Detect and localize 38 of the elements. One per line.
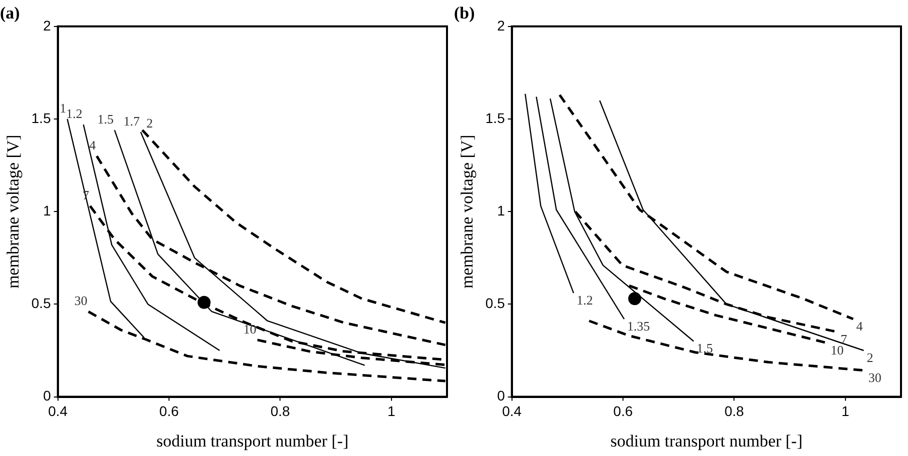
x-axis-title: sodium transport number [-] — [156, 431, 349, 450]
x-tick-label: 0.8 — [724, 403, 744, 420]
annotation: 4 — [856, 318, 864, 334]
y-axis-title: membrane voltage [V] — [458, 134, 477, 289]
annotation: 4 — [89, 137, 96, 152]
annotation: 1.5 — [696, 340, 713, 356]
y-tick-label: 1 — [497, 202, 506, 218]
annotation: 2 — [146, 116, 153, 131]
y-tick-label: 0 — [497, 388, 506, 404]
y-axis-title: membrane voltage [V] — [4, 134, 23, 289]
annotation: 1 — [60, 100, 66, 116]
x-tick-label: 0.6 — [159, 403, 179, 420]
y-tick-label: 0 — [43, 388, 52, 404]
x-tick-label: 0.4 — [502, 403, 522, 420]
annotation: 1.7 — [123, 113, 140, 128]
x-tick-label: 0.4 — [48, 403, 68, 420]
y-tick-label: 1.5 — [31, 110, 52, 126]
x-axis-title: sodium transport number [-] — [610, 431, 803, 450]
annotation: 2 — [866, 350, 874, 365]
chart-title: (a) — [0, 4, 20, 23]
y-tick-label: 2 — [43, 17, 52, 34]
annotation: 30 — [868, 370, 882, 385]
x-tick-label: 0.6 — [613, 403, 633, 420]
y-tick-label: 1 — [43, 202, 52, 218]
x-tick-label: 1 — [388, 403, 396, 420]
annotation: 1.2 — [576, 292, 593, 308]
annotation: 1.2 — [66, 106, 82, 121]
annotation: 10 — [243, 321, 256, 336]
y-tick-label: 0.5 — [31, 295, 52, 312]
x-tick-label: 1 — [842, 403, 850, 420]
annotation: 30 — [74, 293, 88, 308]
annotation: 1.35 — [627, 318, 650, 334]
chart-title: (b) — [454, 4, 475, 23]
annotation: 1.5 — [97, 112, 114, 127]
x-tick-label: 0.8 — [270, 403, 290, 420]
y-tick-label: 1.5 — [485, 110, 506, 126]
y-tick-label: 2 — [497, 17, 506, 34]
y-tick-label: 0.5 — [485, 295, 506, 312]
